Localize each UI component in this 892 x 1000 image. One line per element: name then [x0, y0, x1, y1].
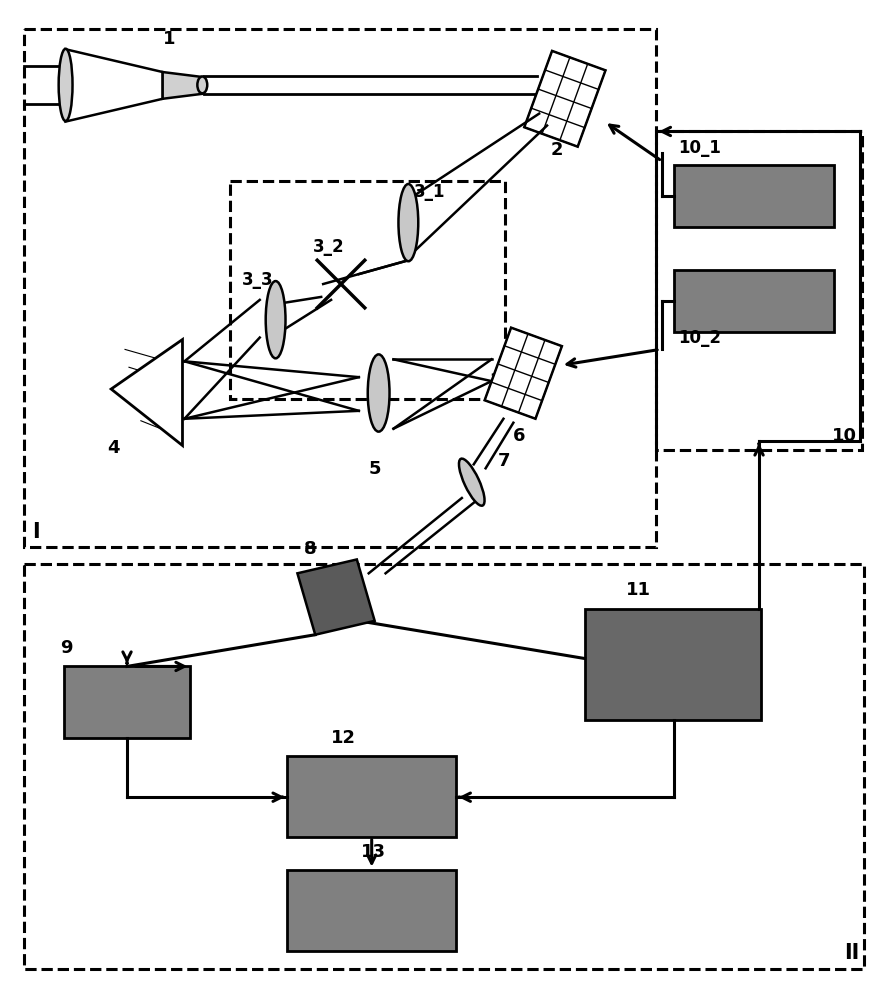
Ellipse shape: [197, 76, 207, 93]
Text: 3: 3: [490, 372, 502, 390]
Text: 6: 6: [514, 427, 526, 445]
Polygon shape: [673, 165, 834, 227]
Polygon shape: [63, 666, 190, 738]
Polygon shape: [287, 870, 456, 951]
Text: 3_2: 3_2: [313, 238, 345, 256]
Polygon shape: [484, 328, 562, 419]
Text: 8: 8: [304, 540, 317, 558]
Polygon shape: [524, 51, 606, 147]
Ellipse shape: [59, 49, 72, 121]
Text: 3_1: 3_1: [414, 183, 446, 201]
Text: II: II: [844, 943, 860, 963]
Text: 11: 11: [626, 581, 651, 599]
Polygon shape: [66, 49, 162, 122]
Text: 2: 2: [551, 141, 564, 159]
Text: 12: 12: [331, 729, 356, 747]
Ellipse shape: [368, 354, 390, 432]
Text: 10: 10: [832, 427, 857, 445]
Polygon shape: [287, 756, 456, 837]
Text: 9: 9: [60, 639, 72, 657]
Polygon shape: [112, 340, 183, 446]
Polygon shape: [584, 609, 761, 720]
Text: 4: 4: [107, 439, 120, 457]
Polygon shape: [673, 270, 834, 332]
Text: 10_2: 10_2: [678, 329, 721, 347]
Text: 1: 1: [162, 30, 175, 48]
Ellipse shape: [266, 281, 285, 358]
Text: 13: 13: [360, 843, 386, 861]
Polygon shape: [297, 559, 375, 635]
Text: 10_1: 10_1: [678, 139, 721, 157]
Text: 7: 7: [498, 452, 510, 470]
Ellipse shape: [459, 459, 484, 506]
Text: 3_3: 3_3: [242, 271, 274, 289]
Text: 5: 5: [368, 460, 381, 478]
Text: I: I: [32, 522, 39, 542]
Polygon shape: [162, 72, 202, 99]
Ellipse shape: [399, 184, 418, 261]
